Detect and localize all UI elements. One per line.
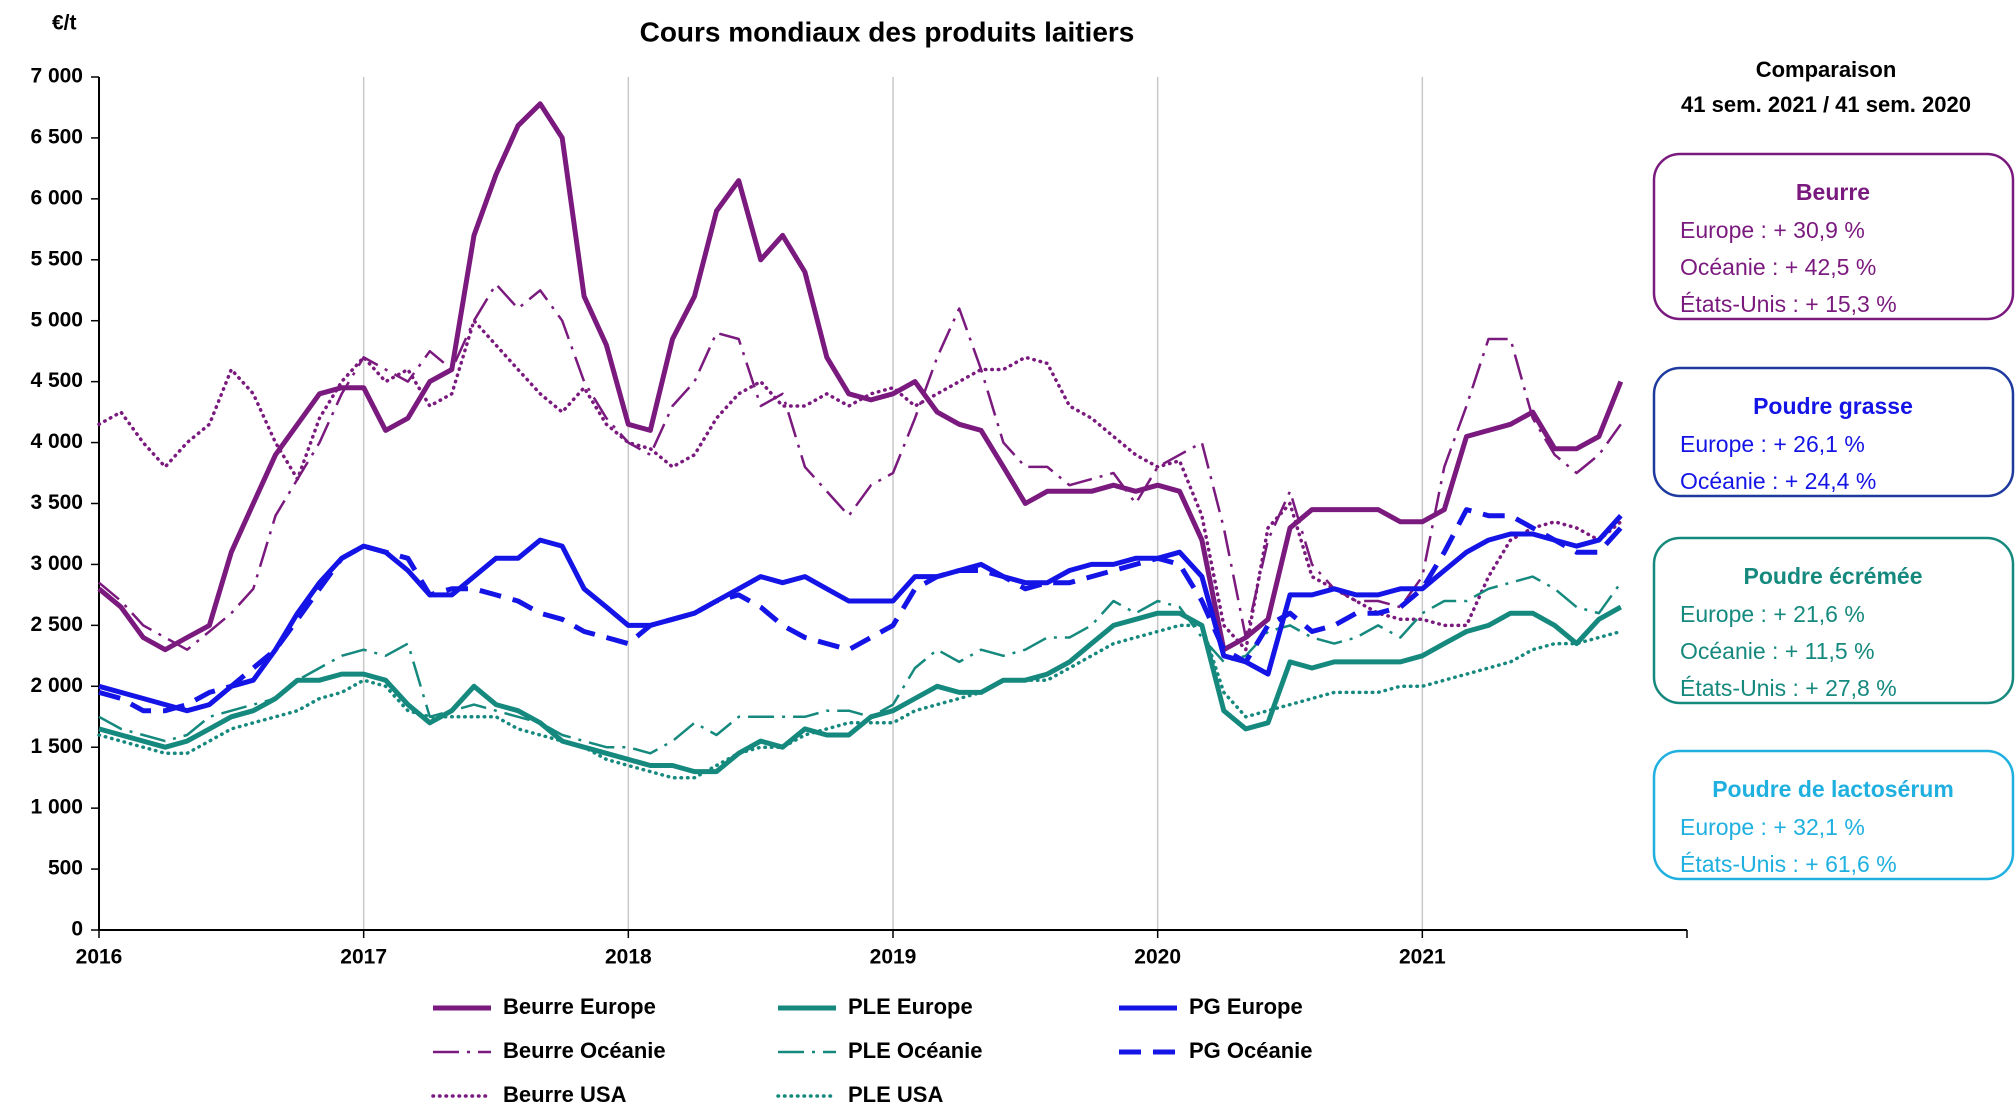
comparison-box-title: Beurre <box>1796 179 1870 205</box>
comparison-line: États-Unis : + 61,6 % <box>1680 851 1897 877</box>
legend-label: PLE Océanie <box>848 1038 983 1063</box>
comparison-line: Europe : + 30,9 % <box>1680 217 1865 243</box>
legend-label: PLE USA <box>848 1082 943 1107</box>
legend-label: Beurre USA <box>503 1082 627 1107</box>
comparison-box <box>1652 366 2015 498</box>
y-tick-label: 5 000 <box>30 308 83 331</box>
x-tick-label: 2021 <box>1399 946 1446 969</box>
comparison-subtitle: 41 sem. 2021 / 41 sem. 2020 <box>1681 92 1971 117</box>
x-tick-label: 2019 <box>870 946 917 969</box>
legend-label: Beurre Europe <box>503 994 656 1019</box>
y-axis-label: €/t <box>52 12 77 35</box>
y-tick-label: 4 500 <box>30 369 83 392</box>
comparison-line: Océanie : + 11,5 % <box>1680 638 1875 664</box>
comparison-box <box>1652 536 2015 705</box>
series-line <box>97 318 1623 652</box>
series-line <box>98 282 1622 651</box>
y-tick-label: 1 500 <box>30 735 83 758</box>
comparison-line: Océanie : + 24,4 % <box>1680 468 1876 494</box>
y-tick-label: 500 <box>48 857 83 880</box>
y-tick-label: 0 <box>71 918 83 941</box>
comparison-box <box>1652 152 2015 321</box>
comparison-title: Comparaison <box>1756 57 1897 82</box>
y-tick-label: 1 000 <box>30 796 83 819</box>
series-line <box>97 101 1624 653</box>
legend-label: PG Europe <box>1189 994 1303 1019</box>
y-tick-label: 3 500 <box>30 491 83 514</box>
y-tick-label: 6 000 <box>30 186 83 209</box>
legend-label: PG Océanie <box>1189 1038 1313 1063</box>
comparison-line: Europe : + 32,1 % <box>1680 814 1865 840</box>
comparison-box-title: Poudre écrémée <box>1744 563 1923 589</box>
y-tick-label: 5 500 <box>30 247 83 270</box>
y-tick-label: 4 000 <box>30 430 83 453</box>
x-tick-label: 2020 <box>1134 946 1181 969</box>
x-tick-label: 2018 <box>605 946 652 969</box>
comparison-box-title: Poudre de lactosérum <box>1712 776 1954 802</box>
x-tick-label: 2017 <box>340 946 387 969</box>
legend-label: PLE Europe <box>848 994 973 1019</box>
y-tick-label: 2 500 <box>30 613 83 636</box>
chart-title: Cours mondiaux des produits laitiers <box>640 16 1135 47</box>
comparison-line: États-Unis : + 15,3 % <box>1680 291 1897 317</box>
comparison-line: Océanie : + 42,5 % <box>1680 254 1876 280</box>
comparison-line: Europe : + 26,1 % <box>1680 431 1865 457</box>
comparison-line: Europe : + 21,6 % <box>1680 601 1865 627</box>
legend-label: Beurre Océanie <box>503 1038 666 1063</box>
x-tick-label: 2016 <box>76 946 123 969</box>
y-tick-label: 2 000 <box>30 674 83 697</box>
series-line <box>97 623 1623 780</box>
series-line <box>98 507 1623 714</box>
series-line <box>98 575 1622 755</box>
y-tick-label: 7 000 <box>30 65 83 88</box>
series-line <box>98 514 1623 714</box>
comparison-box-title: Poudre grasse <box>1753 393 1913 419</box>
y-tick-label: 3 000 <box>30 552 83 575</box>
series-line <box>98 604 1623 775</box>
comparison-box <box>1652 749 2015 881</box>
y-tick-label: 6 500 <box>30 125 83 148</box>
comparison-line: États-Unis : + 27,8 % <box>1680 675 1897 701</box>
